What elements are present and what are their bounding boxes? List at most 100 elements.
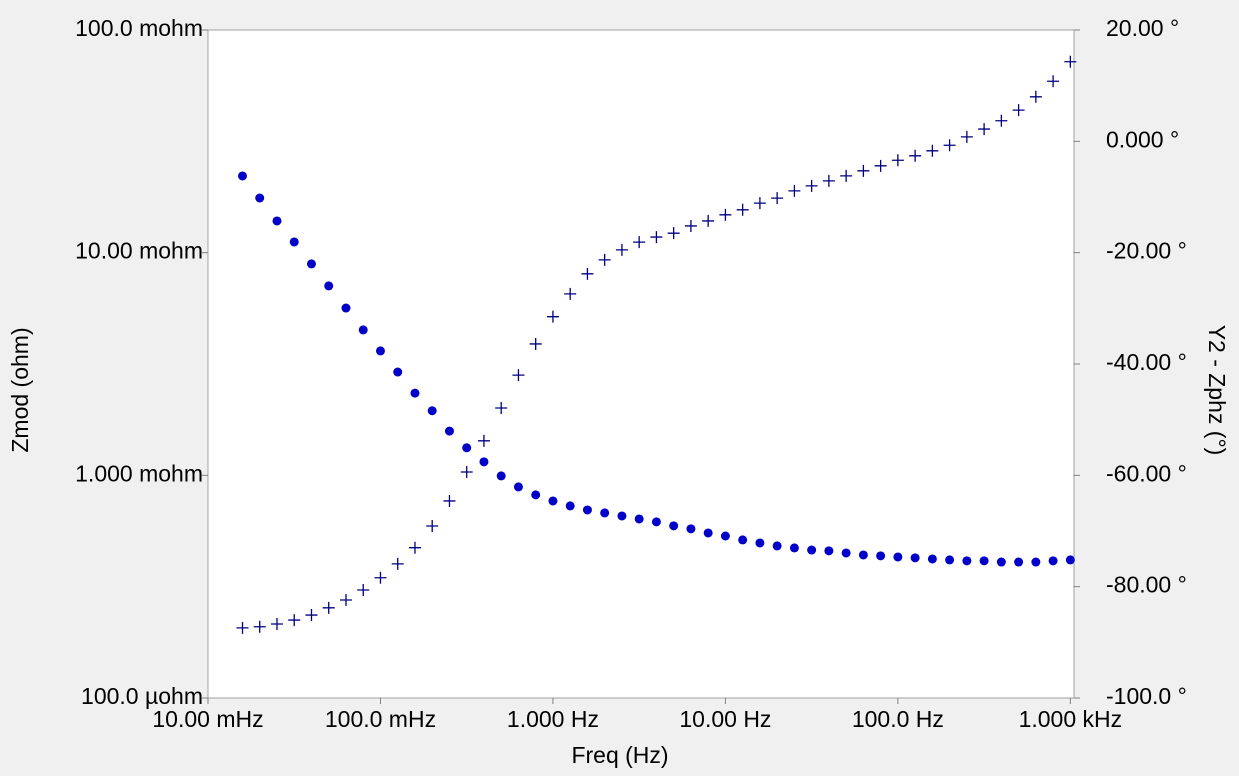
phase-point xyxy=(305,609,318,622)
impedance-point xyxy=(600,508,610,518)
phase-point xyxy=(771,192,784,205)
phase-point xyxy=(357,584,370,597)
phase-point xyxy=(874,159,887,172)
impedance-point xyxy=(738,535,748,545)
phase-point xyxy=(943,139,956,152)
impedance-point xyxy=(927,554,937,564)
impedance-point xyxy=(807,545,817,555)
impedance-point xyxy=(686,524,696,534)
impedance-point xyxy=(634,514,644,524)
impedance-point xyxy=(910,553,920,563)
impedance-point xyxy=(824,546,834,556)
impedance-point xyxy=(410,388,420,398)
y2-tick-label: -100.0 ° xyxy=(1106,683,1187,709)
phase-point xyxy=(633,236,646,249)
phase-point xyxy=(909,149,922,162)
phase-point xyxy=(477,434,490,447)
impedance-point xyxy=(772,541,782,551)
phase-point xyxy=(891,154,904,167)
impedance-point xyxy=(582,505,592,515)
phase-point xyxy=(391,557,404,570)
impedance-point xyxy=(462,443,472,453)
phase-point xyxy=(408,541,421,554)
phase-point xyxy=(546,310,559,323)
impedance-point xyxy=(358,325,368,335)
impedance-point xyxy=(427,406,437,416)
x-tick-label: 10.00 mHz xyxy=(152,706,263,732)
impedance-point xyxy=(858,550,868,560)
impedance-point xyxy=(979,556,989,566)
phase-point xyxy=(857,164,870,177)
impedance-point xyxy=(1065,555,1075,565)
y-axis-label: Zmod (ohm) xyxy=(7,327,33,452)
impedance-point xyxy=(393,367,403,377)
impedance-point xyxy=(496,471,506,481)
phase-point xyxy=(426,519,439,532)
y-tick-label: 100.0 µohm xyxy=(81,683,203,709)
y2-axis-label: Y2 - Zphz (°) xyxy=(1204,325,1230,456)
phase-point xyxy=(926,144,939,157)
phase-point xyxy=(753,197,766,210)
impedance-point xyxy=(789,543,799,553)
phase-point xyxy=(529,337,542,350)
y-tick-label: 100.0 mohm xyxy=(75,15,203,41)
phase-point xyxy=(650,231,663,244)
phase-point xyxy=(805,179,818,192)
impedance-point xyxy=(876,551,886,561)
phase-point xyxy=(1029,90,1042,103)
y2-tick-label: -40.00 ° xyxy=(1106,349,1187,375)
impedance-point xyxy=(1048,556,1058,566)
impedance-point xyxy=(548,496,558,506)
phase-point xyxy=(495,401,508,414)
phase-point xyxy=(822,174,835,187)
impedance-point xyxy=(651,517,661,527)
plot-area xyxy=(207,29,1075,699)
impedance-point xyxy=(945,555,955,565)
phase-point xyxy=(667,227,680,240)
phase-point xyxy=(1047,75,1060,88)
phase-point xyxy=(1064,55,1077,68)
y-tick-label: 1.000 mohm xyxy=(75,460,203,486)
y-tick-label: 10.00 mohm xyxy=(75,238,203,264)
y2-tick-label: 20.00 ° xyxy=(1106,15,1179,41)
impedance-point xyxy=(565,501,575,511)
y2-tick-label: 0.000 ° xyxy=(1106,126,1179,152)
phase-point xyxy=(443,494,456,507)
x-tick-label: 100.0 mHz xyxy=(325,706,436,732)
impedance-point xyxy=(341,303,351,313)
phase-point xyxy=(960,130,973,143)
phase-point xyxy=(702,214,715,227)
impedance-point xyxy=(1031,557,1041,567)
impedance-point xyxy=(531,490,541,500)
impedance-point xyxy=(255,193,265,203)
x-tick-label: 10.00 Hz xyxy=(679,706,771,732)
y2-tick-label: -80.00 ° xyxy=(1106,572,1187,598)
x-tick-label: 1.000 Hz xyxy=(507,706,599,732)
impedance-point xyxy=(479,457,489,467)
phase-point xyxy=(598,253,611,266)
phase-point xyxy=(684,219,697,232)
impedance-point xyxy=(272,216,282,226)
phase-point xyxy=(615,243,628,256)
impedance-point xyxy=(324,281,334,291)
y2-tick-label: -60.00 ° xyxy=(1106,460,1187,486)
impedance-point xyxy=(893,552,903,562)
x-axis-label: Freq (Hz) xyxy=(571,742,668,768)
impedance-point xyxy=(720,531,730,541)
phase-point xyxy=(460,465,473,478)
phase-point xyxy=(374,571,387,584)
impedance-point xyxy=(513,482,523,492)
phase-point xyxy=(236,621,249,634)
phase-point xyxy=(1012,104,1025,117)
phase-point xyxy=(253,620,266,633)
impedance-point xyxy=(962,556,972,566)
phase-point xyxy=(322,601,335,614)
phase-point xyxy=(995,114,1008,127)
y2-tick-label: -20.00 ° xyxy=(1106,238,1187,264)
impedance-point xyxy=(289,237,299,247)
impedance-point xyxy=(444,426,454,436)
phase-point xyxy=(581,267,594,280)
impedance-point xyxy=(703,528,713,538)
phase-point xyxy=(339,594,352,607)
